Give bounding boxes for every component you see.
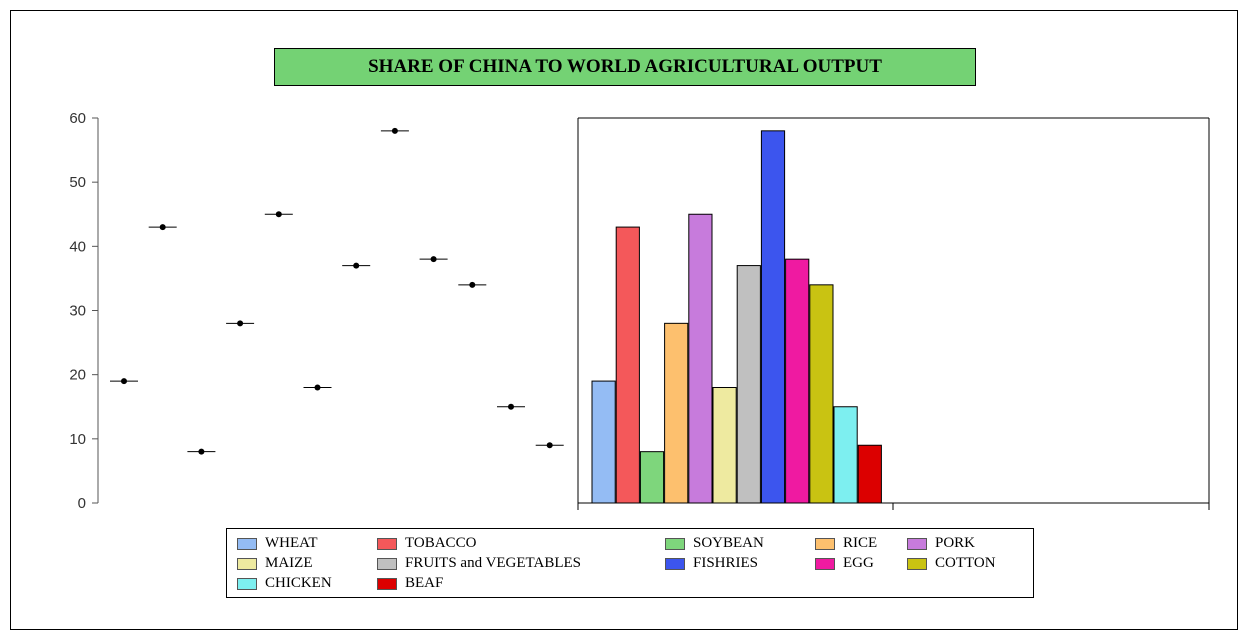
- legend-item: TOBACCO: [377, 535, 476, 552]
- bar-fruits-and-vegetables: [736, 265, 761, 504]
- legend-label: SOYBEAN: [693, 535, 764, 551]
- legend-swatch: [907, 537, 927, 550]
- legend-swatch: [237, 557, 257, 570]
- legend-item: FRUITS and VEGETABLES: [377, 555, 581, 572]
- legend-label: WHEAT: [265, 535, 318, 551]
- value-markers: [110, 127, 564, 455]
- marker-point: [275, 211, 282, 218]
- marker-point: [391, 127, 398, 134]
- legend-label: COTTON: [935, 555, 996, 571]
- legend-swatch: [377, 557, 397, 570]
- y-tick-label: 10: [69, 431, 86, 448]
- legend-swatch: [815, 557, 835, 570]
- legend-label: PORK: [935, 535, 976, 551]
- legend-swatch: [377, 537, 397, 550]
- legend-label: BEAF: [405, 575, 444, 591]
- legend-item: WHEAT: [237, 535, 318, 552]
- legend-label: RICE: [843, 535, 878, 551]
- legend-item: CHICKEN: [237, 575, 332, 592]
- marker-point: [546, 442, 553, 449]
- legend-item: FISHRIES: [665, 555, 758, 572]
- legend-swatch: [907, 557, 927, 570]
- legend-swatch: [665, 537, 685, 550]
- legend-label: EGG: [843, 555, 874, 571]
- y-tick-label: 60: [69, 110, 86, 127]
- marker-point: [430, 256, 437, 263]
- bar-egg: [785, 258, 810, 504]
- y-tick-label: 30: [69, 303, 86, 320]
- bar-fishries: [760, 130, 786, 504]
- y-tick-label: 20: [69, 367, 86, 384]
- bar-pork: [688, 213, 713, 504]
- y-axis: 0 10 20 30 40 50 60: [69, 110, 99, 512]
- marker-point: [159, 224, 166, 231]
- bar-beaf: [857, 444, 882, 504]
- legend-label: CHICKEN: [265, 575, 332, 591]
- marker-point: [237, 320, 244, 327]
- legend-label: TOBACCO: [405, 535, 477, 551]
- bar-soybean: [639, 451, 665, 504]
- bar-wheat: [591, 380, 616, 504]
- marker-point: [353, 262, 360, 269]
- marker-point: [121, 378, 127, 385]
- bars: [591, 130, 882, 504]
- legend-label: FISHRIES: [693, 555, 759, 571]
- marker-point: [314, 384, 321, 391]
- legend-item: SOYBEAN: [665, 535, 764, 552]
- legend-item: PORK: [907, 535, 975, 552]
- y-tick-label: 50: [69, 174, 86, 191]
- legend-swatch: [237, 537, 257, 550]
- bar-rice: [664, 322, 689, 504]
- legend-item: COTTON: [907, 555, 996, 572]
- chart-title: SHARE OF CHINA TO WORLD AGRICULTURAL OUT…: [274, 48, 976, 86]
- marker-point: [508, 403, 514, 410]
- legend-label: FRUITS and VEGETABLES: [405, 555, 582, 571]
- bar-tobacco: [615, 226, 640, 504]
- legend-swatch: [665, 557, 685, 570]
- y-tick-label: 40: [69, 238, 86, 255]
- bar-maize: [712, 387, 737, 504]
- marker-point: [469, 281, 476, 288]
- legend-item: MAIZE: [237, 555, 313, 572]
- legend-label: MAIZE: [265, 555, 313, 571]
- legend-item: EGG: [815, 555, 874, 572]
- legend-swatch: [815, 537, 835, 550]
- marker-point: [198, 448, 205, 455]
- bar-cotton: [809, 284, 834, 504]
- y-tick-label: 0: [78, 495, 86, 512]
- legend-swatch: [377, 577, 397, 590]
- bar-chicken: [833, 406, 858, 504]
- legend-item: RICE: [815, 535, 877, 552]
- legend-swatch: [237, 577, 257, 590]
- legend-item: BEAF: [377, 575, 443, 592]
- legend: WHEAT TOBACCO SOYBEAN RICE PORK MAIZE FRUITS a…: [226, 528, 1034, 598]
